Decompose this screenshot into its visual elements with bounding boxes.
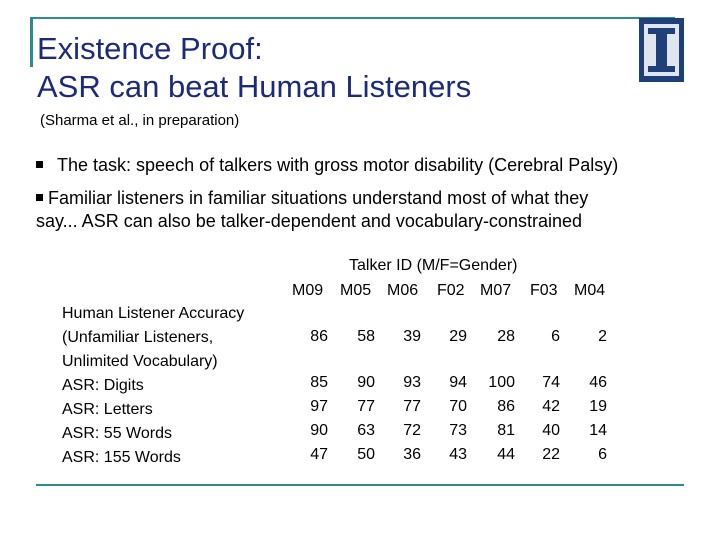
table-cell: 97: [310, 398, 328, 415]
table-cell: 74: [542, 374, 560, 391]
title-left-rule: [30, 17, 33, 67]
table-cell: 44: [497, 446, 515, 463]
table-cell: 90: [310, 422, 328, 439]
table-cell: 73: [449, 422, 467, 439]
table-cell: 77: [403, 398, 421, 415]
bullet-task-text: The task: speech of talkers with gross m…: [57, 155, 619, 175]
table-cell: 28: [497, 328, 515, 345]
title-top-rule: [30, 17, 675, 19]
row-label-letters: ASR: Letters: [62, 401, 153, 418]
bullet-familiar-listeners: Familiar listeners in familiar situation…: [36, 187, 706, 233]
column-header: F02: [437, 282, 465, 299]
table-cell: 14: [589, 422, 607, 439]
column-header: M06: [387, 282, 419, 299]
square-bullet-icon: [36, 193, 43, 201]
table-cell: 46: [589, 374, 607, 391]
table-cell: 81: [497, 422, 515, 439]
table-cell: 36: [403, 446, 421, 463]
row-label-line: (Unfamiliar Listeners,: [62, 329, 214, 346]
column-header: F03: [530, 282, 558, 299]
column-header: M05: [340, 282, 372, 299]
table-title: Talker ID (M/F=Gender): [349, 257, 518, 274]
table-cell: 90: [357, 374, 375, 391]
row-label-155-words: ASR: 155 Words: [62, 449, 181, 466]
row-label-line: Human Listener Accuracy: [62, 305, 245, 322]
table-cell: 42: [542, 398, 560, 415]
column-header: M07: [480, 282, 512, 299]
table-cell: 50: [357, 446, 375, 463]
row-label-55-words: ASR: 55 Words: [62, 425, 172, 442]
table-cell: 29: [449, 328, 467, 345]
table-cell: 43: [449, 446, 467, 463]
table-cell: 77: [357, 398, 375, 415]
table-cell: 85: [310, 374, 328, 391]
table-cell: 6: [598, 446, 607, 463]
table-cell: 2: [598, 328, 607, 345]
table-cell: 100: [488, 374, 515, 391]
table-cell: 40: [542, 422, 560, 439]
title-line-1: Existence Proof:: [37, 31, 263, 66]
citation-subtitle: (Sharma et al., in preparation): [40, 112, 240, 129]
table-cell: 86: [497, 398, 515, 415]
bullet-familiar-text-line2: say... ASR can also be talker-dependent …: [36, 211, 582, 231]
column-header: M04: [574, 282, 606, 299]
table-cell: 93: [403, 374, 421, 391]
table-cell: 70: [449, 398, 467, 415]
footer-rule: [36, 484, 684, 486]
table-cell: 39: [403, 328, 421, 345]
illinois-i-logo-icon: [639, 18, 684, 82]
table-cell: 19: [589, 398, 607, 415]
bullet-task: The task: speech of talkers with gross m…: [36, 155, 618, 176]
table-cell: 6: [551, 328, 560, 345]
table-cell: 58: [357, 328, 375, 345]
table-cell: 63: [357, 422, 375, 439]
column-header: M09: [292, 282, 324, 299]
row-label-human-listener: Human Listener Accuracy (Unfamiliar List…: [62, 302, 244, 374]
bullet-familiar-text-line1: Familiar listeners in familiar situation…: [48, 188, 589, 208]
table-cell: 86: [310, 328, 328, 345]
row-label-line: Unlimited Vocabulary): [62, 353, 218, 370]
table-cell: 94: [449, 374, 467, 391]
table-cell: 72: [403, 422, 421, 439]
title-line-2: ASR can beat Human Listeners: [37, 69, 472, 104]
table-cell: 22: [542, 446, 560, 463]
row-label-digits: ASR: Digits: [62, 377, 144, 394]
table-cell: 47: [310, 446, 328, 463]
slide-title: Existence Proof: ASR can beat Human List…: [37, 30, 471, 106]
square-bullet-icon: [36, 160, 43, 168]
